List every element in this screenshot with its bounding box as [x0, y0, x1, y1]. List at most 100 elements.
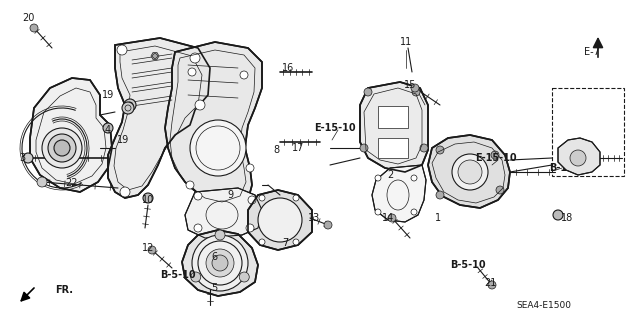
Polygon shape [182, 230, 258, 296]
Circle shape [436, 191, 444, 199]
Polygon shape [378, 138, 408, 158]
Circle shape [488, 281, 496, 289]
Polygon shape [108, 38, 210, 198]
Polygon shape [30, 78, 112, 192]
Circle shape [496, 186, 504, 194]
Circle shape [190, 120, 246, 176]
Text: B-5-10: B-5-10 [160, 270, 196, 280]
Text: 5: 5 [211, 283, 217, 293]
Circle shape [191, 272, 201, 282]
Circle shape [570, 150, 586, 166]
Text: E-15-10: E-15-10 [475, 153, 517, 163]
Text: B-5-10: B-5-10 [450, 260, 486, 270]
Text: 6: 6 [211, 252, 217, 262]
Circle shape [103, 123, 113, 133]
Circle shape [248, 196, 256, 204]
Circle shape [120, 187, 130, 197]
Circle shape [143, 193, 153, 203]
Circle shape [458, 160, 482, 184]
Circle shape [186, 181, 194, 189]
Circle shape [215, 230, 225, 240]
Text: 21: 21 [484, 278, 496, 288]
Circle shape [411, 209, 417, 215]
Circle shape [258, 198, 302, 242]
Text: 11: 11 [400, 37, 412, 47]
Text: 14: 14 [382, 213, 394, 223]
Circle shape [124, 99, 136, 111]
Circle shape [23, 153, 33, 163]
Circle shape [188, 68, 196, 76]
Circle shape [491, 151, 499, 159]
Circle shape [194, 224, 202, 232]
Polygon shape [248, 190, 312, 250]
Polygon shape [372, 165, 426, 222]
Text: 9: 9 [227, 190, 233, 200]
Circle shape [246, 164, 254, 172]
Circle shape [37, 177, 47, 187]
Circle shape [48, 134, 76, 162]
Polygon shape [185, 188, 262, 238]
Circle shape [375, 209, 381, 215]
Text: 4: 4 [105, 125, 111, 135]
Circle shape [259, 239, 265, 245]
Text: 16: 16 [282, 63, 294, 73]
Text: 17: 17 [292, 143, 304, 153]
Circle shape [240, 71, 248, 79]
Circle shape [293, 239, 299, 245]
Circle shape [190, 53, 200, 63]
Circle shape [420, 144, 428, 152]
Text: 3: 3 [19, 153, 25, 163]
Circle shape [259, 195, 265, 201]
Circle shape [127, 102, 133, 108]
Text: 2: 2 [387, 170, 393, 180]
Text: 19: 19 [117, 135, 129, 145]
Polygon shape [165, 42, 262, 208]
Text: E-7: E-7 [584, 47, 600, 57]
Polygon shape [378, 106, 408, 128]
Text: SEA4-E1500: SEA4-E1500 [516, 301, 572, 310]
Text: 15: 15 [404, 80, 416, 90]
Text: 1: 1 [435, 213, 441, 223]
Polygon shape [360, 82, 428, 172]
Circle shape [212, 255, 228, 271]
Text: 8: 8 [273, 145, 279, 155]
Circle shape [452, 154, 488, 190]
Circle shape [239, 272, 249, 282]
Circle shape [30, 24, 38, 32]
Circle shape [324, 221, 332, 229]
Polygon shape [151, 53, 159, 59]
Text: E-15-10: E-15-10 [314, 123, 356, 133]
Circle shape [411, 175, 417, 181]
Circle shape [553, 210, 563, 220]
Text: 22: 22 [66, 178, 78, 188]
Text: 18: 18 [561, 213, 573, 223]
Text: 10: 10 [142, 195, 154, 205]
Polygon shape [428, 135, 510, 208]
Circle shape [293, 195, 299, 201]
Circle shape [152, 54, 157, 58]
Text: 19: 19 [102, 90, 114, 100]
Circle shape [364, 88, 372, 96]
Text: 7: 7 [282, 238, 288, 248]
Circle shape [192, 235, 248, 291]
Circle shape [375, 175, 381, 181]
Circle shape [412, 88, 420, 96]
Circle shape [206, 249, 234, 277]
Polygon shape [558, 138, 600, 175]
Circle shape [117, 45, 127, 55]
Circle shape [436, 146, 444, 154]
Circle shape [122, 102, 134, 114]
Circle shape [54, 140, 70, 156]
Text: 13: 13 [308, 213, 320, 223]
Text: 20: 20 [22, 13, 34, 23]
Circle shape [148, 246, 156, 254]
Circle shape [246, 224, 254, 232]
Text: FR.: FR. [55, 285, 73, 295]
Circle shape [360, 144, 368, 152]
Circle shape [194, 192, 202, 200]
Circle shape [388, 214, 396, 222]
Text: 12: 12 [142, 243, 154, 253]
Circle shape [42, 128, 82, 168]
Circle shape [411, 84, 419, 92]
Circle shape [195, 100, 205, 110]
